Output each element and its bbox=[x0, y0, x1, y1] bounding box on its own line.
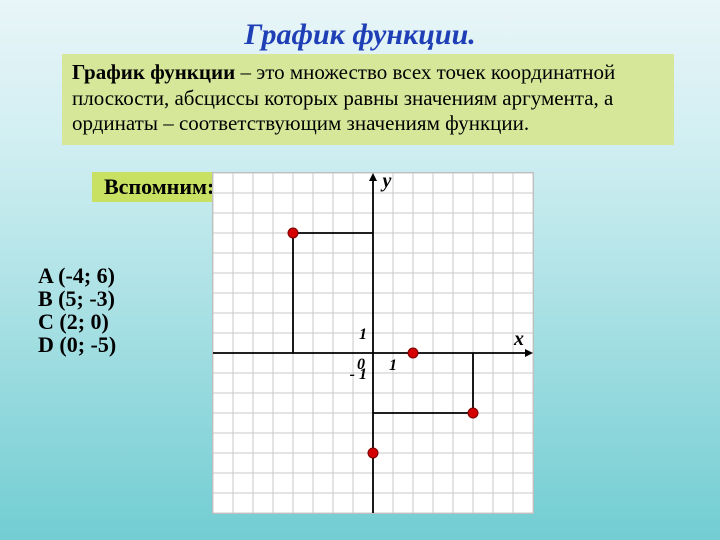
definition-box: График функции – это множество всех точе… bbox=[62, 54, 674, 145]
definition-lead: График функции bbox=[72, 60, 235, 84]
point-label-b: B (5; -3) bbox=[38, 287, 116, 310]
point-labels: A (-4; 6) B (5; -3) C (2; 0) D (0; -5) bbox=[38, 264, 116, 356]
svg-text:1: 1 bbox=[359, 326, 367, 343]
point-label-c: C (2; 0) bbox=[38, 310, 116, 333]
svg-text:x: x bbox=[513, 328, 524, 350]
svg-text:y: y bbox=[381, 173, 392, 192]
point-label-a: A (-4; 6) bbox=[38, 264, 116, 287]
svg-text:1: 1 bbox=[389, 357, 397, 374]
recall-label: Вспомним: bbox=[92, 172, 226, 202]
svg-text:- 1: - 1 bbox=[350, 366, 367, 383]
chart-svg: 011- 1xy bbox=[213, 173, 533, 513]
coordinate-chart: 011- 1xy bbox=[212, 172, 534, 514]
point-label-d: D (0; -5) bbox=[38, 333, 116, 356]
page-title: График функции. bbox=[0, 18, 720, 52]
